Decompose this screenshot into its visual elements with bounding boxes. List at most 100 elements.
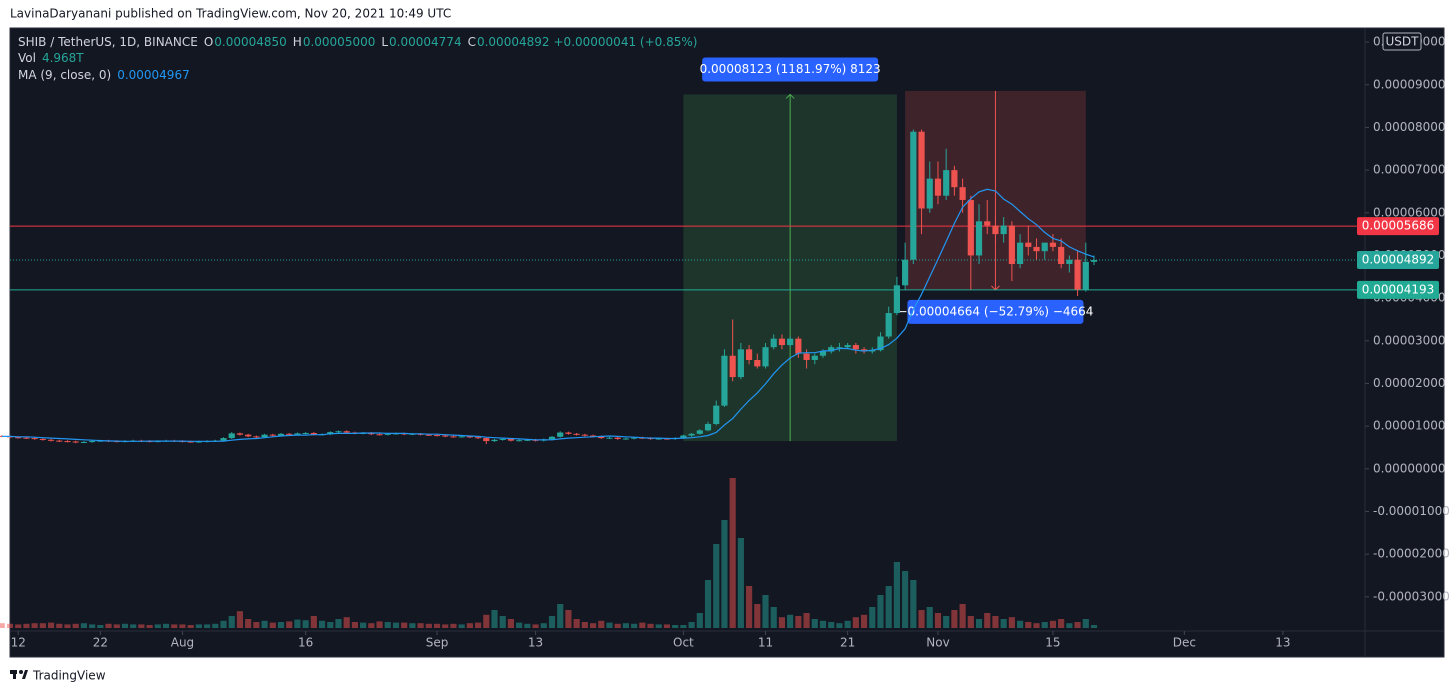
volume-bar <box>1090 625 1098 628</box>
candle-body <box>220 438 227 441</box>
candle-body <box>23 437 30 439</box>
candle-body <box>680 435 687 439</box>
legend-row: MA (9, close, 0) 0.00004967 <box>18 68 190 82</box>
candle-body <box>967 199 974 256</box>
candle-body <box>704 424 712 431</box>
measure-arrowhead <box>785 93 795 99</box>
candle-body <box>622 438 629 440</box>
volume-bar <box>672 625 679 628</box>
candle-body <box>425 434 432 436</box>
volume-bar <box>154 624 161 628</box>
volume-bar <box>1025 622 1032 628</box>
candle-body <box>926 178 933 209</box>
candle-body <box>1008 225 1015 264</box>
volume-bar <box>696 613 703 628</box>
volume-bar <box>450 623 457 628</box>
candle-body <box>261 434 268 438</box>
volume-bar <box>343 617 350 628</box>
candle-body <box>343 431 350 433</box>
volume-bar <box>64 624 71 628</box>
volume-bar <box>97 625 104 628</box>
volume-bar <box>204 624 211 628</box>
candle-body <box>253 436 260 438</box>
volume-bar <box>236 611 244 628</box>
volume-bar <box>187 625 194 628</box>
candle-body <box>31 438 38 440</box>
volume-bar <box>614 623 621 628</box>
volume-bar <box>113 624 120 628</box>
candle-body <box>713 405 720 425</box>
last-price-label-box <box>1357 251 1439 270</box>
volume-bar <box>171 624 178 628</box>
y-tick-label: 0.00007000 <box>1373 163 1446 177</box>
candle-body <box>39 438 46 440</box>
volume-bar <box>1033 623 1040 628</box>
candle-body <box>893 285 900 314</box>
volume-bar <box>442 624 449 628</box>
candle-body <box>754 359 761 367</box>
candle-body <box>778 338 786 346</box>
legend-text: 0.00004774 <box>389 35 462 49</box>
candle-body <box>918 131 925 209</box>
volume-bar <box>376 621 383 628</box>
candle-body <box>64 441 71 443</box>
last-price-label: 0.00004892 <box>1362 253 1435 267</box>
volume-bar <box>0 623 5 628</box>
volume-bar <box>877 595 884 628</box>
x-tick-label: 13 <box>528 636 543 650</box>
volume-bar <box>433 623 441 628</box>
volume-bar <box>606 622 613 628</box>
volume-bar <box>532 624 539 628</box>
x-tick-label: 15 <box>1045 636 1060 650</box>
volume-bar <box>581 622 588 628</box>
volume-bar <box>179 624 186 628</box>
volume-bar <box>327 622 334 628</box>
volume-bar <box>56 623 63 628</box>
x-tick-label: Dec <box>1173 636 1196 650</box>
volume-bar <box>162 623 170 628</box>
candle-body <box>902 259 909 286</box>
candle-body <box>466 436 473 438</box>
volume-bar <box>31 623 38 628</box>
candle-body <box>606 437 613 439</box>
candle-body <box>614 437 621 439</box>
candle-body <box>655 438 662 440</box>
candle-body <box>310 432 317 435</box>
legend-text: Vol <box>18 51 36 65</box>
candle-body <box>565 432 572 434</box>
legend-text: MA (9, close, 0) <box>18 68 111 82</box>
x-tick-label: Nov <box>926 636 949 650</box>
volume-bar <box>425 623 432 628</box>
candle-body <box>1025 242 1032 247</box>
footer-brand: TradingView <box>32 669 106 683</box>
candle-body <box>450 436 457 438</box>
volume-bar <box>105 623 112 628</box>
volume-bar <box>721 520 728 628</box>
volume-bar <box>934 613 942 628</box>
volume-bar <box>844 620 851 628</box>
volume-bar <box>951 610 958 628</box>
volume-bar <box>15 624 22 628</box>
candle-body <box>433 435 441 437</box>
candle-body <box>376 434 383 436</box>
candle-body <box>984 221 991 226</box>
legend-row: SHIB / TetherUS, 1D, BINANCE O0.00004850 H… <box>18 35 697 49</box>
price-line-label: 0.00004193 <box>1362 282 1435 296</box>
volume-bar <box>746 586 753 628</box>
volume-bar <box>598 620 605 628</box>
volume-bar <box>310 616 317 628</box>
volume-bar <box>1017 620 1024 628</box>
candle-body <box>516 440 523 442</box>
measure-label: 0.00008123 (1181.97%) 8123 <box>700 62 881 76</box>
volume-bar <box>959 604 966 628</box>
candle-body <box>1041 242 1048 252</box>
candle-body <box>992 225 999 235</box>
volume-bar <box>138 624 145 628</box>
volume-bar <box>704 580 712 628</box>
volume-bar <box>294 619 301 628</box>
volume-bar <box>778 617 786 628</box>
legend-text: C <box>468 35 476 49</box>
candle-body <box>56 440 63 442</box>
candle-body <box>187 441 194 443</box>
volume-bar <box>89 624 96 628</box>
